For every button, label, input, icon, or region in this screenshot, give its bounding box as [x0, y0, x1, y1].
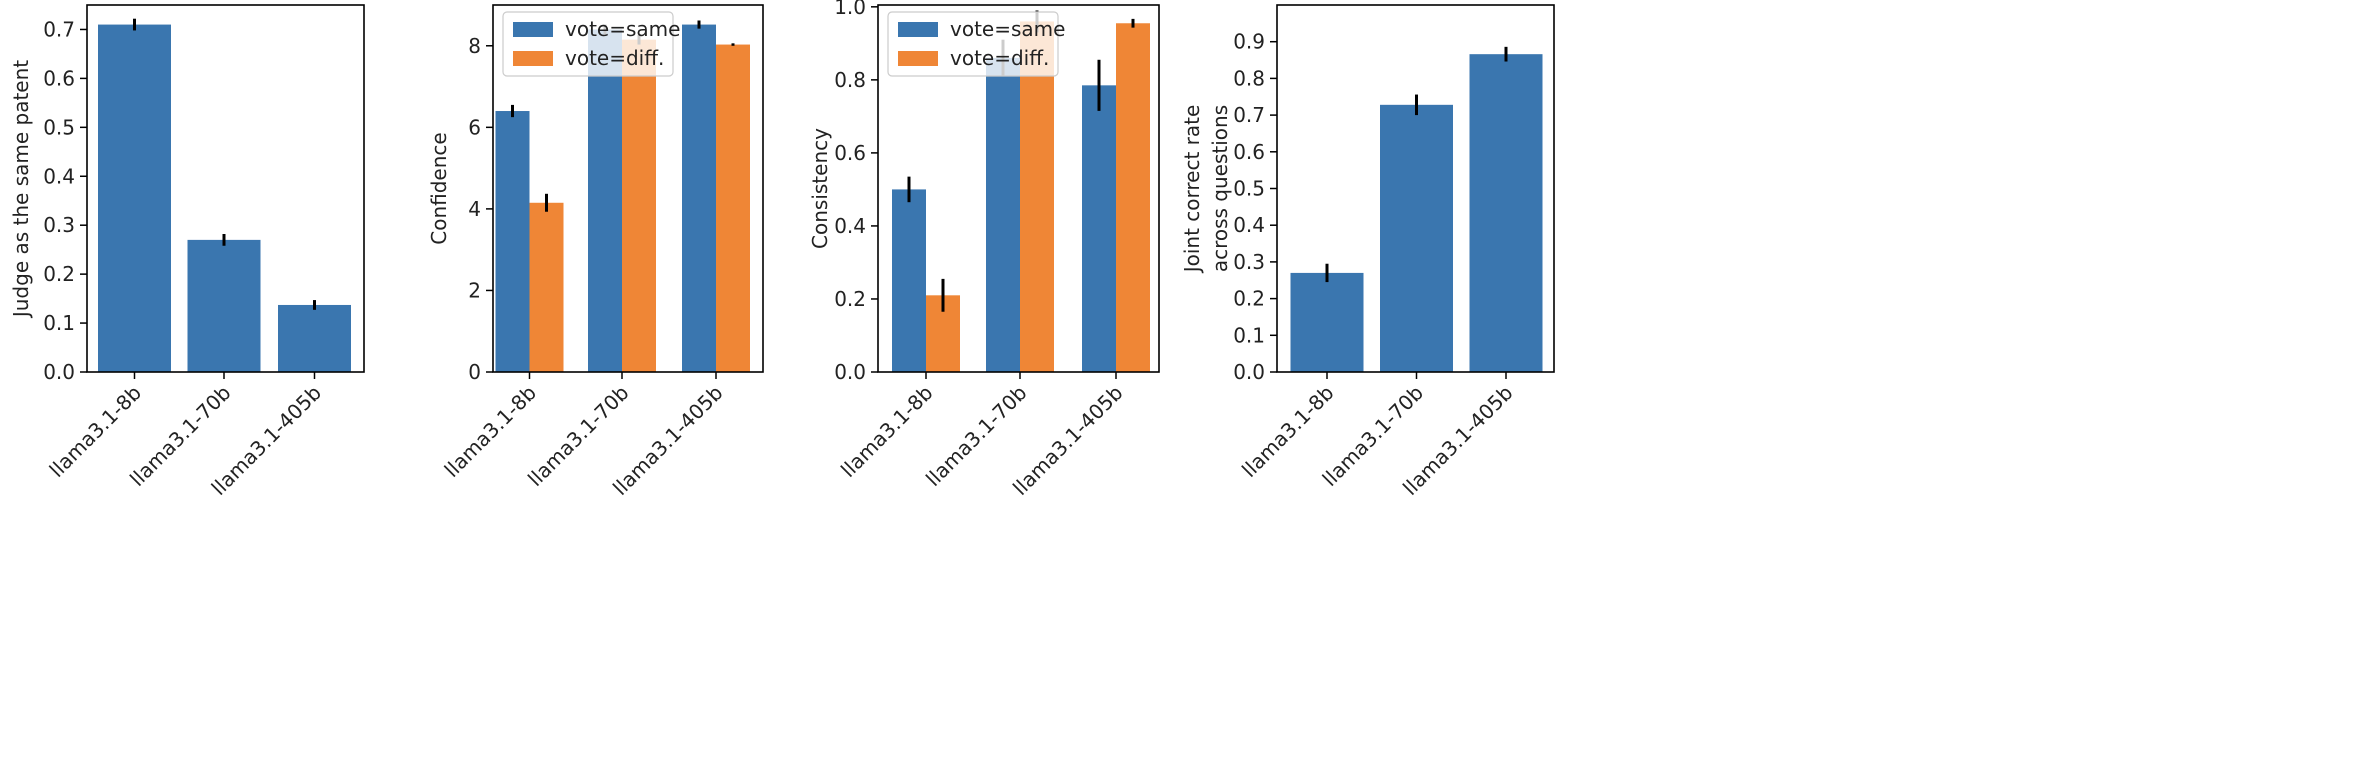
y-tick-label: 0.2 [1233, 287, 1265, 311]
y-axis-label: across questions [1208, 105, 1232, 272]
y-tick-label: 0.6 [834, 141, 866, 165]
y-tick-label: 0.7 [43, 17, 75, 41]
bar-vote-diff--2 [622, 39, 656, 373]
y-axis-label: Judge as the same patent [9, 60, 33, 319]
y-tick-label: 0.1 [43, 311, 75, 335]
y-tick-label: 0.0 [43, 360, 75, 384]
bar-vote-same-2 [986, 57, 1020, 372]
legend-swatch-1 [898, 22, 938, 37]
legend-swatch-2 [898, 51, 938, 66]
bar-vote-same-3 [1082, 85, 1116, 372]
bar-vote-same-1 [892, 189, 926, 372]
y-tick-label: 0.0 [1233, 360, 1265, 384]
y-tick-label: 0 [468, 360, 481, 384]
y-tick-label: 4 [468, 197, 481, 221]
y-tick-label: 8 [468, 34, 481, 58]
x-tick-label: llama3.1-8b [45, 381, 147, 483]
bar-vote-diff--2 [1020, 21, 1054, 373]
y-tick-label: 0.6 [43, 66, 75, 90]
y-tick-label: 0.8 [834, 68, 866, 92]
y-tick-label: 0.4 [1233, 213, 1265, 237]
axes-frame [86, 4, 365, 373]
bar-value-3 [1469, 54, 1543, 372]
bar-vote-diff--3 [1116, 23, 1150, 373]
y-axis-label: Joint correct rate [1180, 105, 1204, 275]
y-tick-label: 0.5 [43, 115, 75, 139]
y-tick-label: 0.3 [43, 213, 75, 237]
bar-vote-same-2 [588, 29, 622, 372]
y-tick-label: 0.4 [834, 214, 866, 238]
axes-frame [877, 4, 1160, 373]
y-tick-label: 0.3 [1233, 250, 1265, 274]
legend-label-1: vote=same [565, 17, 680, 41]
x-tick-label: llama3.1-70b [921, 381, 1032, 492]
y-tick-label: 0.2 [834, 287, 866, 311]
y-tick-label: 0.0 [834, 360, 866, 384]
legend-label-2: vote=diff. [950, 46, 1049, 70]
y-tick-label: 1.0 [834, 0, 866, 19]
chart-panel-2: 02468llama3.1-8bllama3.1-70bllama3.1-405… [427, 4, 764, 500]
y-tick-label: 0.4 [43, 164, 75, 188]
legend-label-1: vote=same [950, 17, 1065, 41]
y-tick-label: 0.6 [1233, 140, 1265, 164]
legend-swatch-1 [513, 22, 553, 37]
bar-value-1 [98, 24, 171, 372]
y-tick-label: 0.8 [1233, 66, 1265, 90]
bar-value-2 [187, 239, 261, 372]
bar-vote-same-3 [682, 24, 716, 372]
y-tick-label: 0.1 [1233, 323, 1265, 347]
bar-value-3 [278, 304, 351, 372]
chart-panel-1: 0.00.10.20.30.40.50.60.7llama3.1-8bllama… [9, 4, 365, 500]
y-tick-label: 0.9 [1233, 30, 1265, 54]
x-tick-label: llama3.1-8b [440, 381, 542, 483]
y-tick-label: 0.2 [43, 262, 75, 286]
y-tick-label: 0.5 [1233, 177, 1265, 201]
bar-vote-diff--3 [716, 44, 750, 372]
x-tick-label: llama3.1-8b [1237, 381, 1339, 483]
chart-panel-3: 0.0 0.2 0.4 0.6 0.8 1.0 llama3.1-8bllama3.1-70… [808, 0, 1160, 500]
bar-vote-same-1 [495, 111, 530, 373]
y-tick-label: 6 [468, 115, 481, 139]
y-axis-label: Consistency [808, 128, 832, 249]
legend-swatch-2 [513, 51, 553, 66]
axes-frame [492, 4, 764, 373]
chart-panel-4: 0.0 0.1 0.2 0.3 0.4 0.5 0.6 0.7 0.8 0.9 llama3.1-8… [1180, 4, 1555, 500]
y-tick-label: 0.7 [1233, 103, 1265, 127]
bar-value-2 [1380, 104, 1453, 372]
y-axis-label: Confidence [427, 132, 451, 244]
legend-label-2: vote=diff. [565, 46, 664, 70]
bar-vote-diff--1 [529, 202, 564, 372]
y-tick-label: 2 [468, 278, 481, 302]
bar-value-1 [1290, 272, 1364, 372]
x-tick-label: llama3.1-8b [836, 381, 938, 483]
